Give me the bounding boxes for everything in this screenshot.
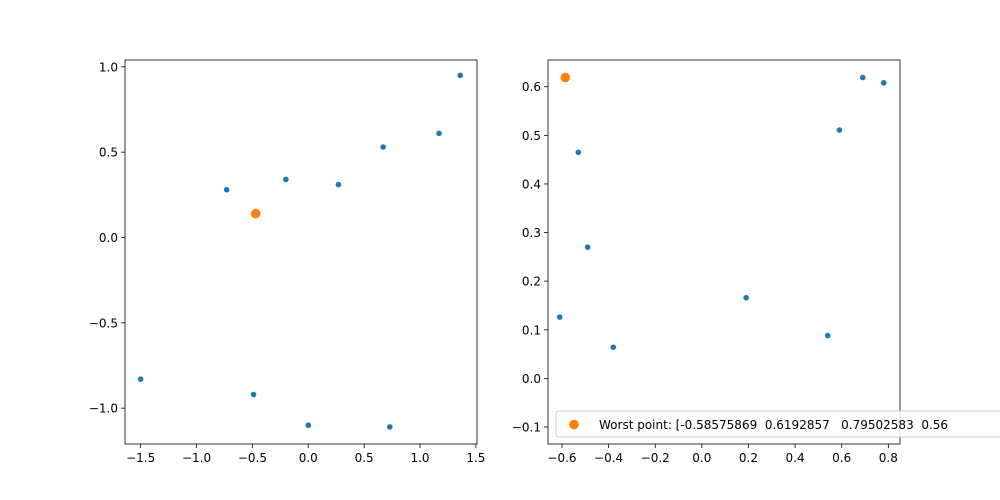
right-data-point bbox=[575, 149, 582, 156]
right-data-point bbox=[584, 244, 591, 250]
right-x-tick-label: 0.4 bbox=[786, 451, 805, 465]
left-data-point bbox=[387, 424, 393, 430]
left-data-point bbox=[223, 186, 230, 193]
left-data-point bbox=[457, 72, 464, 79]
left-axes-frame bbox=[124, 59, 478, 445]
right-x-tick-label: 0.2 bbox=[739, 451, 758, 465]
right-data-point bbox=[556, 314, 563, 320]
right-data-point bbox=[743, 294, 749, 301]
right-x-tick-label: 0.6 bbox=[832, 451, 851, 465]
left-x-tick-label: 0.0 bbox=[299, 451, 318, 465]
left-data-point bbox=[380, 144, 386, 150]
left-data-point bbox=[250, 391, 257, 398]
right-data-point bbox=[824, 332, 831, 339]
left-data-point bbox=[436, 130, 442, 137]
right-data-point bbox=[610, 344, 617, 351]
right-y-tick-label: 0.6 bbox=[522, 80, 541, 94]
left-y-tick-label: −0.5 bbox=[89, 316, 118, 330]
left-x-tick-label: −1.5 bbox=[126, 451, 155, 465]
legend-box bbox=[555, 410, 1000, 438]
right-y-tick-label: 0.0 bbox=[522, 372, 541, 386]
left-x-tick-label: 1.5 bbox=[466, 451, 485, 465]
left-x-tick-label: −0.5 bbox=[238, 451, 267, 465]
left-x-tick-label: 1.0 bbox=[410, 451, 429, 465]
left-y-tick-label: 0.5 bbox=[99, 146, 118, 160]
right-y-tick-label: 0.1 bbox=[522, 323, 541, 337]
left-data-point bbox=[137, 376, 144, 382]
left-data-point bbox=[335, 181, 342, 188]
left-x-tick-label: 0.5 bbox=[355, 451, 374, 465]
legend: Worst point: [-0.58575869 0.6192857 0.79… bbox=[555, 410, 1000, 438]
left-y-tick-label: −1.0 bbox=[89, 402, 118, 416]
right-y-tick-label: 0.2 bbox=[522, 275, 541, 289]
right-x-tick-label: 0.0 bbox=[692, 451, 711, 465]
right-y-tick-label: −0.1 bbox=[512, 420, 541, 434]
left-worst-point-marker bbox=[250, 208, 261, 219]
right-data-point bbox=[880, 80, 887, 86]
right-x-tick-label: −0.2 bbox=[641, 451, 670, 465]
right-y-tick-label: 0.3 bbox=[522, 226, 541, 240]
left-x-tick-label: −1.0 bbox=[182, 451, 211, 465]
right-axes-frame bbox=[547, 59, 901, 445]
right-y-tick-label: 0.5 bbox=[522, 129, 541, 143]
right-y-tick-label: 0.4 bbox=[522, 177, 541, 191]
right-worst-point-marker bbox=[560, 72, 571, 83]
left-data-point bbox=[283, 176, 289, 183]
right-x-tick-label: −0.4 bbox=[594, 451, 623, 465]
right-data-point bbox=[859, 74, 866, 81]
left-y-tick-label: 0.0 bbox=[99, 231, 118, 245]
legend-marker bbox=[569, 419, 579, 430]
left-y-tick-label: 1.0 bbox=[99, 60, 118, 74]
legend-label: Worst point: [-0.58575869 0.6192857 0.79… bbox=[599, 418, 948, 432]
right-data-point bbox=[836, 127, 843, 133]
right-x-tick-label: −0.6 bbox=[547, 451, 576, 465]
right-scatter-plot: −0.6 −0.4 −0.2 0.0 0.2 0.4 0.6 0.8 −0.1 0.0 0.1 0.2… bbox=[512, 59, 1000, 465]
left-scatter-plot: −1.5 −1.0 −0.5 0.0 0.5 1.0 1.5 −1.0 −0.5 0.0 0.5 1.… bbox=[89, 59, 485, 465]
left-data-point bbox=[305, 422, 312, 429]
right-x-tick-label: 0.8 bbox=[879, 451, 898, 465]
